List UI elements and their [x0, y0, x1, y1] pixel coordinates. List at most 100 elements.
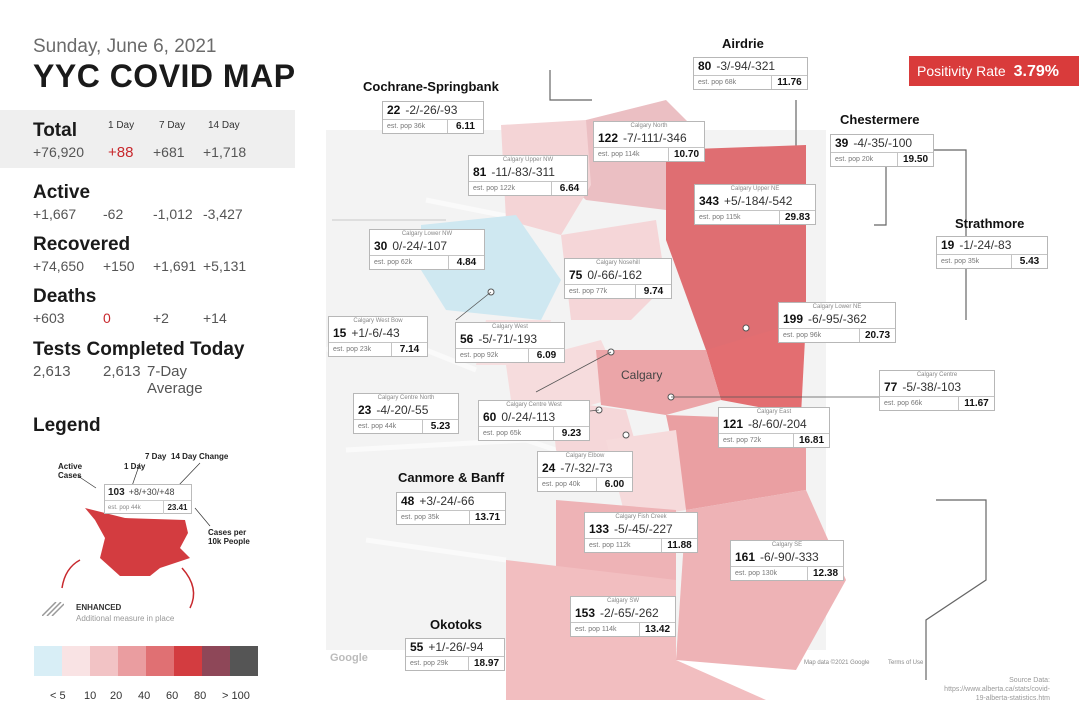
region-cases: 80 — [698, 59, 712, 73]
region-cases: 22 — [387, 103, 401, 117]
region-name: Calgary North — [630, 123, 668, 129]
region-change: -4/-35/-100 — [853, 136, 913, 150]
color-scale-label: > 100 — [222, 690, 250, 702]
positivity-value: 3.79% — [1013, 63, 1059, 80]
place-cochrane: Cochrane-Springbank — [363, 79, 499, 94]
region-rate: 11.88 — [661, 539, 697, 552]
stat-label: Active — [33, 182, 91, 203]
region-cases: 161 — [735, 550, 756, 564]
region-rate: 12.38 — [807, 567, 843, 580]
region-card-west-bow: Calgary West Bow 15 +1/-6/-43 est. pop 23… — [328, 316, 428, 357]
stat-label: Recovered — [33, 234, 131, 255]
region-rate: 9.23 — [553, 427, 589, 440]
region-pop: est. pop 96k — [783, 332, 822, 339]
region-card-cochrane: 22 -2/-26/-93 est. pop 36k 6.11 — [382, 101, 484, 134]
region-name: Calgary Centre North — [377, 395, 435, 401]
stat-active: Active +1,667 -62 -1,012 -3,427 — [33, 182, 243, 224]
region-name: Calgary Centre — [916, 372, 958, 378]
source-url: https://www.alberta.ca/stats/covid-19-al… — [944, 686, 1050, 702]
region-change: 0/-24/-113 — [501, 410, 556, 424]
region-name: Calgary West Bow — [353, 318, 403, 324]
stat-label: Total — [33, 120, 77, 141]
region-name: Calgary Upper NW — [502, 157, 554, 163]
region-change: -7/-111/-346 — [623, 131, 687, 145]
legend-pointer — [194, 507, 211, 527]
color-scale-label: 80 — [194, 690, 207, 702]
region-name: Calgary Lower NW — [401, 231, 453, 237]
region-change: -2/-26/-93 — [405, 103, 458, 117]
region-card-airdrie: 80 -3/-94/-321 est. pop 68k 11.76 — [693, 57, 808, 90]
region-cases: 60 — [483, 410, 497, 424]
legend-7day: 7 Day — [145, 452, 167, 461]
region-cases: 39 — [835, 136, 849, 150]
map-data-credit: Map data ©2021 Google — [804, 660, 870, 666]
region-cases: 23 — [358, 403, 372, 417]
region-change: -1/-24/-83 — [959, 238, 1012, 252]
region-cases: 77 — [884, 380, 898, 394]
region-cases: 75 — [569, 268, 583, 282]
region-card-fish-creek: Calgary Fish Creek 133 -5/-45/-227 est. p… — [584, 512, 698, 553]
region-change: -6/-95/-362 — [808, 312, 867, 326]
stat-1day: -62 — [103, 206, 124, 222]
enhanced-hatch-icon — [42, 602, 64, 616]
region-rate: 18.97 — [468, 657, 504, 670]
region-change: -5/-71/-193 — [478, 332, 538, 346]
stat-7day: +681 — [153, 144, 185, 160]
region-change: -8/-60/-204 — [748, 417, 807, 431]
color-scale-label: 40 — [138, 690, 151, 702]
place-strathmore: Strathmore — [955, 216, 1025, 231]
region-change: 0/-24/-107 — [392, 239, 448, 253]
place-chestermere: Chestermere — [840, 112, 920, 127]
legend-cases-per-10k: Cases per 10k People — [208, 528, 250, 546]
region-cases: 24 — [542, 461, 556, 475]
region-rate: 4.84 — [448, 256, 484, 269]
positivity-label: Positivity Rate — [917, 63, 1006, 79]
total-highlight — [0, 110, 295, 168]
terms-link[interactable]: Terms of Use — [888, 660, 924, 666]
legend-pointer — [77, 475, 97, 489]
region-card-north: Calgary North 122 -7/-111/-346 est. pop 1… — [593, 121, 705, 162]
positivity-rate-banner: Positivity Rate 3.79% — [909, 56, 1079, 86]
region-card-elbow: Calgary Elbow 24 -7/-32/-73 est. pop 40k 6… — [537, 451, 633, 492]
region-card-centre-north: Calgary Centre North 23 -4/-20/-55 est. p… — [353, 393, 459, 434]
region-cases: 15 — [333, 326, 347, 340]
region-cases: 56 — [460, 332, 474, 346]
region-change: -5/-45/-227 — [614, 522, 673, 536]
elbow-marker — [622, 431, 630, 439]
region-name: Calgary Upper NE — [730, 186, 780, 192]
legend-1day: 1 Day — [124, 462, 146, 471]
legend-arrow-left — [61, 559, 81, 589]
color-scale-swatch — [146, 646, 174, 676]
legend-title: Legend — [33, 415, 101, 436]
stat-value: +76,920 — [33, 144, 84, 160]
region-rate: 13.42 — [639, 623, 675, 636]
color-scale-swatch — [34, 646, 62, 676]
region-cases: 343 — [699, 194, 720, 208]
region-cases: 30 — [374, 239, 388, 253]
region-pop: est. pop 92k — [460, 352, 499, 359]
legend-sample-change: +8/+30/+48 — [128, 487, 175, 497]
place-airdrie: Airdrie — [722, 36, 764, 51]
region-card-west: Calgary West 56 -5/-71/-193 est. pop 92k 6… — [455, 322, 565, 363]
report-date: Sunday, June 6, 2021 — [33, 36, 217, 57]
region-cases: 19 — [941, 238, 955, 252]
stat-14day: +14 — [203, 310, 227, 326]
region-name: Calgary SE — [771, 542, 803, 548]
color-scale-swatch — [174, 646, 202, 676]
region-pop: est. pop 65k — [483, 430, 522, 437]
region-name: Calgary Nosehill — [596, 260, 640, 266]
place-okotoks: Okotoks — [430, 617, 483, 632]
stat-deaths: Deaths +603 0 +2 +14 — [33, 286, 227, 328]
region-change: +1/-6/-43 — [351, 326, 400, 340]
boundary-line — [549, 70, 592, 101]
color-scale-label: 60 — [166, 690, 179, 702]
region-rate: 6.09 — [528, 349, 564, 362]
region-name: Calgary Centre West — [506, 402, 562, 408]
region-pop: est. pop 62k — [374, 259, 413, 266]
legend-sample-card: 103 +8/+30/+48 est. pop 44k 23.41 — [104, 484, 192, 514]
region-change: -4/-20/-55 — [376, 403, 429, 417]
region-pop: est. pop 66k — [884, 400, 923, 407]
stat-value: +74,650 — [33, 258, 84, 274]
col-header-14day: 14 Day — [208, 120, 240, 131]
region-change: -11/-83/-311 — [491, 165, 555, 179]
